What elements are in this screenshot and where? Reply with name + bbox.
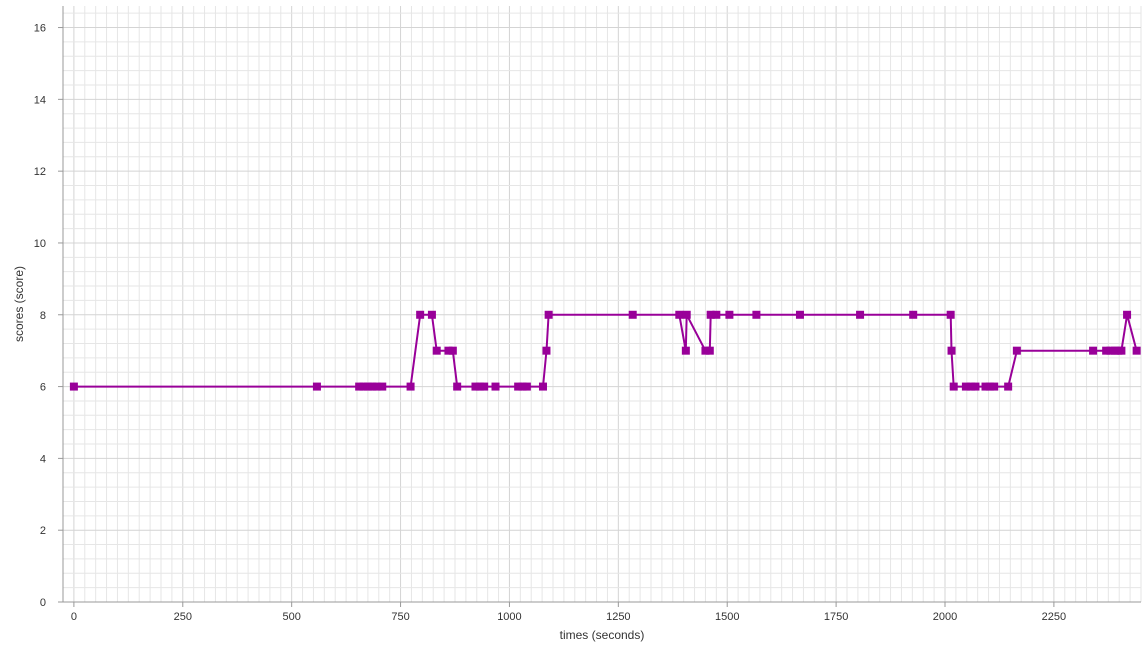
y-tick-label: 14	[34, 94, 46, 106]
data-point-marker	[542, 346, 551, 355]
data-point-marker	[368, 382, 377, 391]
data-point-marker	[427, 310, 436, 319]
data-point-marker	[355, 382, 364, 391]
data-point-marker	[1089, 346, 1098, 355]
x-tick-label: 1500	[715, 611, 739, 623]
series-markers	[69, 310, 1141, 391]
grid	[62, 6, 1142, 603]
data-point-marker	[675, 310, 684, 319]
data-point-marker	[359, 382, 368, 391]
y-tick-label: 8	[40, 310, 46, 322]
y-tick-label: 10	[34, 238, 46, 250]
data-point-marker	[416, 310, 425, 319]
data-point-marker	[946, 310, 955, 319]
y-tick-label: 2	[40, 525, 46, 537]
data-point-marker	[947, 346, 956, 355]
axes	[58, 6, 1141, 607]
data-point-marker	[514, 382, 523, 391]
data-point-marker	[967, 382, 976, 391]
data-point-marker	[949, 382, 958, 391]
data-point-marker	[544, 310, 553, 319]
x-tick-label: 1250	[606, 611, 630, 623]
data-point-marker	[448, 346, 457, 355]
data-point-marker	[1117, 346, 1126, 355]
data-point-marker	[312, 382, 321, 391]
data-point-marker	[990, 382, 999, 391]
data-point-marker	[1132, 346, 1141, 355]
data-point-marker	[985, 382, 994, 391]
data-point-marker	[378, 382, 387, 391]
data-point-marker	[795, 310, 804, 319]
data-point-marker	[480, 382, 489, 391]
data-point-marker	[69, 382, 78, 391]
data-point-marker	[1004, 382, 1013, 391]
data-point-marker	[471, 382, 480, 391]
y-tick-label: 16	[34, 23, 46, 35]
data-point-marker	[961, 382, 970, 391]
data-point-marker	[725, 310, 734, 319]
x-axis-title: times (seconds)	[560, 628, 645, 642]
data-point-marker	[475, 382, 484, 391]
data-point-marker	[682, 310, 691, 319]
x-tick-label: 1000	[497, 611, 521, 623]
y-tick-label: 6	[40, 382, 46, 394]
x-tick-label: 250	[174, 611, 192, 623]
data-point-marker	[981, 382, 990, 391]
data-point-marker	[491, 382, 500, 391]
x-tick-label: 2250	[1042, 611, 1066, 623]
data-point-marker	[1123, 310, 1132, 319]
data-point-marker	[453, 382, 462, 391]
data-point-marker	[522, 382, 531, 391]
x-tick-label: 750	[391, 611, 409, 623]
x-tick-label: 1750	[824, 611, 848, 623]
data-point-marker	[628, 310, 637, 319]
data-point-marker	[444, 346, 453, 355]
data-point-marker	[406, 382, 415, 391]
data-point-marker	[538, 382, 547, 391]
tick-labels: 0 250 500 750 1000 1250 1500 1750 2000 2250 0 2 4 6 8 1…	[34, 23, 1066, 623]
y-tick-label: 4	[40, 453, 46, 465]
data-point-marker	[706, 310, 715, 319]
data-point-marker	[971, 382, 980, 391]
data-point-marker	[518, 382, 527, 391]
data-point-marker	[363, 382, 372, 391]
data-point-marker	[432, 346, 441, 355]
y-axis-title: scores (score)	[12, 266, 26, 342]
data-point-marker	[712, 310, 721, 319]
data-point-marker	[705, 346, 714, 355]
data-point-marker	[856, 310, 865, 319]
data-point-marker	[1012, 346, 1021, 355]
data-point-marker	[1106, 346, 1115, 355]
data-point-marker	[701, 346, 710, 355]
x-tick-label: 500	[282, 611, 300, 623]
y-tick-label: 0	[40, 597, 46, 609]
data-point-marker	[909, 310, 918, 319]
data-point-marker	[1102, 346, 1111, 355]
data-point-marker	[681, 346, 690, 355]
data-point-marker	[752, 310, 761, 319]
y-tick-label: 12	[34, 166, 46, 178]
x-tick-label: 0	[71, 611, 77, 623]
x-tick-label: 2000	[933, 611, 957, 623]
data-point-marker	[372, 382, 381, 391]
